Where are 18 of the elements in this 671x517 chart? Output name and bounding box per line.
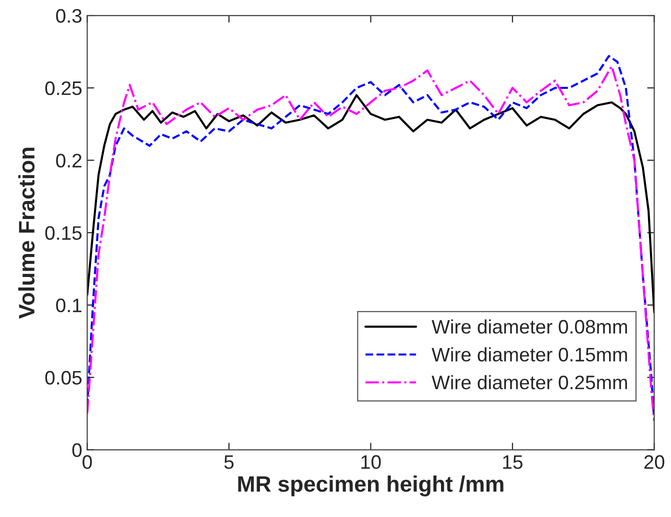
- legend-label: Wire diameter 0.25mm: [432, 375, 627, 390]
- y-tick-label: 0.1: [56, 298, 82, 312]
- legend-label: Wire diameter 0.08mm: [432, 319, 627, 334]
- y-tick-label: 0.25: [45, 81, 82, 96]
- y-tick-label: 0.2: [56, 154, 82, 168]
- x-tick-label: 20: [644, 455, 664, 469]
- y-tick-label: 0.3: [56, 8, 82, 23]
- line-series: [87, 94, 654, 314]
- y-tick-label: 0.15: [45, 226, 82, 240]
- x-tick-label: 15: [503, 455, 522, 469]
- legend-label: Wire diameter 0.15mm: [432, 347, 627, 362]
- y-axis-title: Volume Fraction: [18, 148, 35, 319]
- y-tick-label: 0: [72, 443, 82, 458]
- x-tick-label: 10: [361, 455, 381, 469]
- x-axis-title: MR specimen height /mm: [238, 476, 504, 496]
- x-tick-label: 5: [224, 455, 234, 469]
- y-tick-label: 0.05: [45, 370, 82, 385]
- x-tick-label: 0: [82, 455, 92, 469]
